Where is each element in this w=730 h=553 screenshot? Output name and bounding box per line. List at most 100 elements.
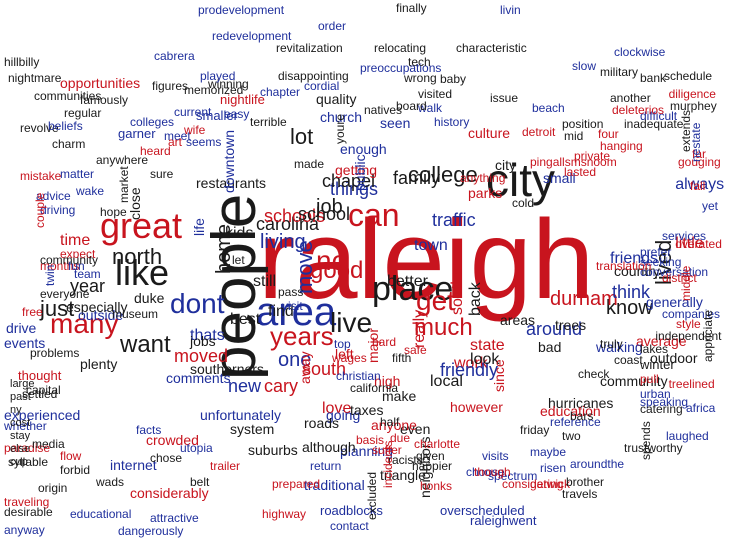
word-trailer-262: trailer <box>210 459 240 473</box>
word-advice-161: advice <box>36 189 71 203</box>
word-free-169: free <box>22 305 43 319</box>
word-still-49: still <box>253 273 276 290</box>
word-middle-213: middle <box>679 265 693 301</box>
word-great-4: great <box>100 205 182 246</box>
word-capital-127: capital <box>26 383 61 397</box>
word-expect-165: expect <box>60 247 96 261</box>
word-move-18: move <box>292 240 317 294</box>
word-system-102: system <box>230 421 274 437</box>
word-another-269: another <box>610 91 651 105</box>
word-check-122: check <box>578 367 610 381</box>
word-educational-246: educational <box>70 507 131 521</box>
word-college-26: college <box>408 162 478 187</box>
word-urban-215: urban <box>640 387 671 401</box>
word-dont-9: dont <box>170 288 225 319</box>
word-speaking-123: speaking <box>640 395 688 409</box>
word-look-52: look <box>470 351 500 368</box>
word-inadequate-271: inadequate <box>624 117 684 131</box>
word-gouging-206: gouging <box>678 155 721 169</box>
word-lasted-288: lasted <box>564 165 596 179</box>
word-just-17: just <box>39 296 74 321</box>
word-love-58: love <box>322 400 351 417</box>
word-moved-30: moved <box>174 346 228 366</box>
word-reference-229: reference <box>550 415 601 429</box>
word-clockwise-268: clockwise <box>614 45 666 59</box>
word-around-35: around <box>526 319 582 339</box>
word-best-55: best <box>230 311 261 328</box>
word-racists-235: racists <box>388 453 423 467</box>
word-time-54: time <box>60 232 90 249</box>
word-culture-71: culture <box>468 125 510 141</box>
word-four-285: four <box>598 127 619 141</box>
word-garner-153: garner <box>118 126 156 141</box>
word-city-3: city <box>486 154 555 206</box>
word-murphey-202: murphey <box>670 99 717 113</box>
word-schools-27: schools <box>264 206 325 226</box>
word-position-283: position <box>562 117 603 131</box>
word-services-116: services <box>662 229 706 243</box>
word-visit-308: visit <box>282 299 303 313</box>
word-community-109: community <box>600 373 668 389</box>
word-major-84: major <box>365 328 381 363</box>
word-want-15: want <box>119 331 171 358</box>
word-museum-93: museum <box>112 307 158 321</box>
word-two-299: two <box>562 429 581 443</box>
word-quality-77: quality <box>316 91 356 107</box>
word-risen-224: risen <box>540 461 566 475</box>
word-revolve-157: revolve <box>20 121 59 135</box>
word-really-37: really <box>411 310 428 348</box>
word-duke-94: duke <box>134 290 165 306</box>
word-fifth-306: fifth <box>392 351 411 365</box>
word-raleigh-0: raleigh <box>258 197 594 322</box>
word-visited-195: visited <box>418 87 452 101</box>
word-top-305: top <box>334 337 351 351</box>
word-walking-117: walking <box>595 339 643 355</box>
word-happier-234: happier <box>412 459 452 473</box>
word-life-191: life <box>191 218 207 236</box>
word-bank-200: bank <box>640 71 667 85</box>
word-matter-176: matter <box>60 167 94 181</box>
word-hard-304: hard <box>372 335 396 349</box>
word-know-20: know <box>606 297 653 319</box>
word-downtown-137: downtown <box>221 130 237 193</box>
word-driving-162: driving <box>40 203 75 217</box>
word-played-275: played <box>200 69 235 83</box>
word-friends-68: friends <box>610 250 658 267</box>
word-chapel-43: chapel <box>322 171 375 191</box>
word-away-86: away <box>297 351 313 384</box>
word-baby-278: baby <box>440 72 466 86</box>
word-getting-79: getting <box>335 162 377 178</box>
word-wife-180: wife <box>183 123 206 137</box>
word-prepared-239: prepared <box>272 477 320 491</box>
word-much-19: much <box>414 314 473 341</box>
word-prefer-115: prefer <box>640 245 671 259</box>
word-new-47: new <box>228 376 262 396</box>
word-independent-211: independent <box>655 329 722 343</box>
word-let-192: let <box>232 253 245 267</box>
word-neighbors-107: neighbors <box>417 437 433 499</box>
word-africa-219: africa <box>686 401 716 415</box>
word-meet-179: meet <box>164 129 191 143</box>
word-community-172: community <box>40 253 98 267</box>
word-better-42: better <box>387 273 429 290</box>
word-large-309: large <box>10 378 34 390</box>
word-excluded-242: excluded <box>365 472 379 520</box>
word-area-2: area <box>256 290 337 334</box>
word-north-24: north <box>112 244 162 269</box>
word-nightmare-145: nightmare <box>8 71 62 85</box>
word-terrible-183: terrible <box>250 115 287 129</box>
word-outside-92: outside <box>78 307 123 323</box>
word-one-23: one <box>278 349 311 371</box>
word-desirable-252: desirable <box>4 505 53 519</box>
word-colleges-152: colleges <box>130 115 174 129</box>
word-nightlife-150: nightlife <box>220 92 265 107</box>
word-made-184: made <box>294 157 324 171</box>
word-areas-66: areas <box>500 312 535 328</box>
word-spends-221: spends <box>639 421 653 460</box>
word-memorized-148: memorized <box>184 83 243 97</box>
word-since-57: since <box>491 359 507 392</box>
word-honks-233: honks <box>420 479 452 493</box>
word-winning-149: winning <box>207 77 249 91</box>
word-job-29: job <box>315 196 343 218</box>
word-preoccupations-147: preoccupations <box>360 61 441 75</box>
